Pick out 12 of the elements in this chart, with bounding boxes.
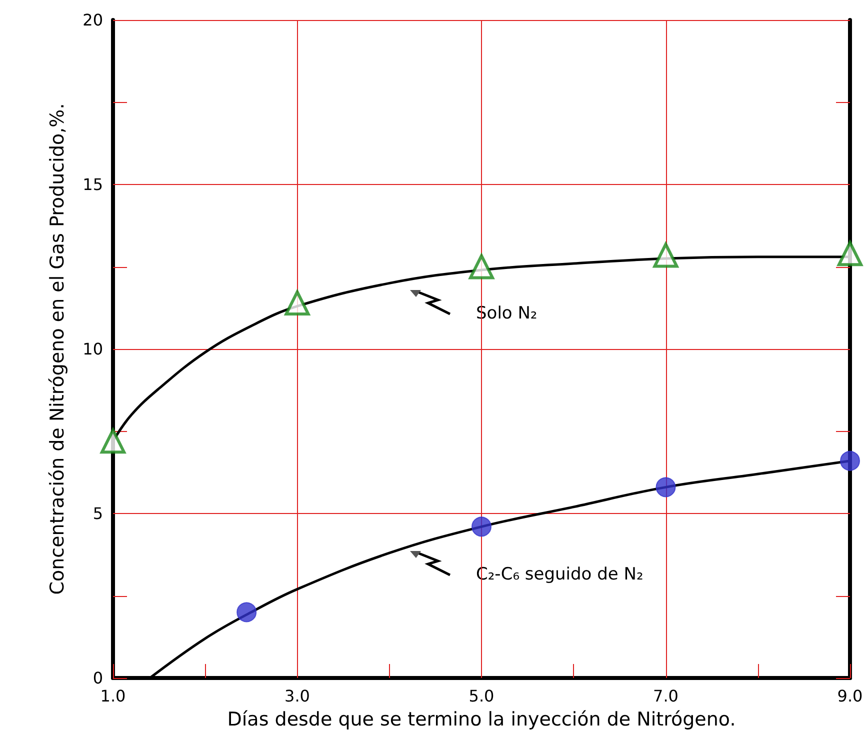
x-tick-label: 1.0 xyxy=(100,686,126,706)
y-tick-label: 15 xyxy=(82,175,103,194)
y-tick-label: 0 xyxy=(92,668,103,688)
y-tick-label: 5 xyxy=(92,504,103,523)
y-tick-label: 20 xyxy=(82,10,103,30)
x-tick-label: 7.0 xyxy=(653,686,678,706)
y-tick-label: 10 xyxy=(82,340,103,358)
x-tick-label: 9.0 xyxy=(837,686,863,706)
x-tick-label: 3.0 xyxy=(284,686,310,706)
x-tick-label: 5.0 xyxy=(468,686,494,706)
y-axis-title: Concentración de Nitrógeno en el Gas Producido,%. xyxy=(46,103,68,595)
x-axis-title: Días desde que se termino la inyección de Nitrógeno. xyxy=(227,708,736,730)
